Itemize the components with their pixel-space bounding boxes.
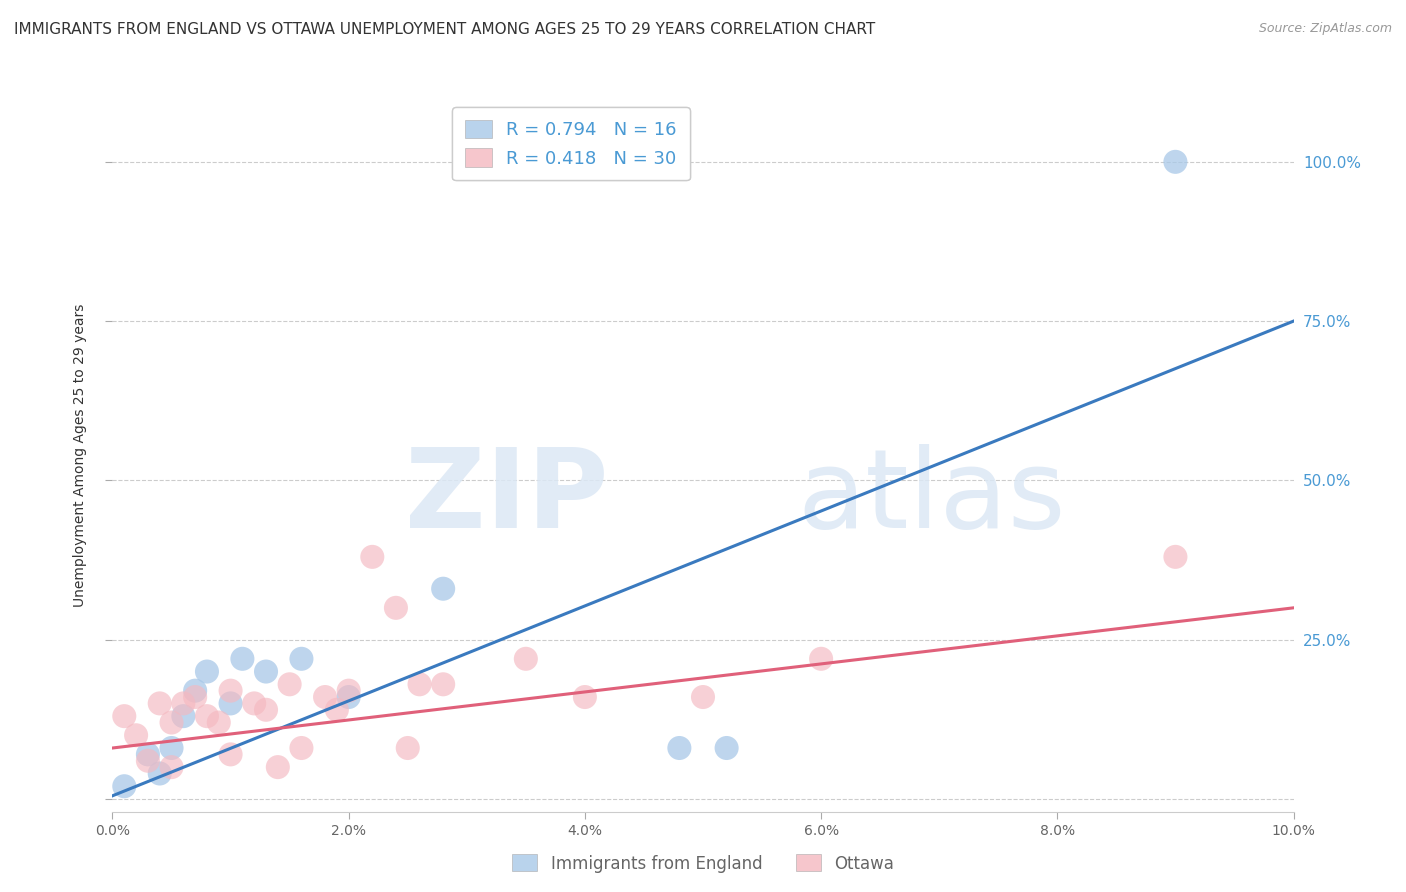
Text: Source: ZipAtlas.com: Source: ZipAtlas.com	[1258, 22, 1392, 36]
Point	[184, 690, 207, 704]
Point	[208, 715, 231, 730]
Point	[385, 600, 408, 615]
Legend: Immigrants from England, Ottawa: Immigrants from England, Ottawa	[506, 847, 900, 880]
Point	[326, 703, 349, 717]
Point	[668, 741, 690, 756]
Point	[337, 683, 360, 698]
Point	[396, 741, 419, 756]
Point	[254, 665, 277, 679]
Point	[136, 754, 159, 768]
Point	[432, 582, 454, 596]
Text: ZIP: ZIP	[405, 444, 609, 551]
Point	[290, 741, 312, 756]
Text: atlas: atlas	[797, 444, 1066, 551]
Point	[1164, 154, 1187, 169]
Point	[432, 677, 454, 691]
Point	[231, 652, 253, 666]
Point	[243, 697, 266, 711]
Point	[314, 690, 336, 704]
Y-axis label: Unemployment Among Ages 25 to 29 years: Unemployment Among Ages 25 to 29 years	[73, 303, 87, 607]
Point	[160, 760, 183, 774]
Point	[112, 709, 135, 723]
Point	[160, 741, 183, 756]
Point	[125, 728, 148, 742]
Point	[408, 677, 430, 691]
Point	[149, 766, 172, 780]
Legend: R = 0.794   N = 16, R = 0.418   N = 30: R = 0.794 N = 16, R = 0.418 N = 30	[453, 107, 689, 180]
Point	[184, 683, 207, 698]
Point	[195, 665, 218, 679]
Point	[692, 690, 714, 704]
Point	[112, 779, 135, 793]
Point	[267, 760, 290, 774]
Point	[290, 652, 312, 666]
Text: IMMIGRANTS FROM ENGLAND VS OTTAWA UNEMPLOYMENT AMONG AGES 25 TO 29 YEARS CORRELA: IMMIGRANTS FROM ENGLAND VS OTTAWA UNEMPL…	[14, 22, 876, 37]
Point	[515, 652, 537, 666]
Point	[136, 747, 159, 762]
Point	[337, 690, 360, 704]
Point	[219, 747, 242, 762]
Point	[810, 652, 832, 666]
Point	[278, 677, 301, 691]
Point	[716, 741, 738, 756]
Point	[361, 549, 384, 564]
Point	[172, 697, 194, 711]
Point	[1164, 549, 1187, 564]
Point	[254, 703, 277, 717]
Point	[172, 709, 194, 723]
Point	[219, 697, 242, 711]
Point	[574, 690, 596, 704]
Point	[149, 697, 172, 711]
Point	[160, 715, 183, 730]
Point	[219, 683, 242, 698]
Point	[195, 709, 218, 723]
